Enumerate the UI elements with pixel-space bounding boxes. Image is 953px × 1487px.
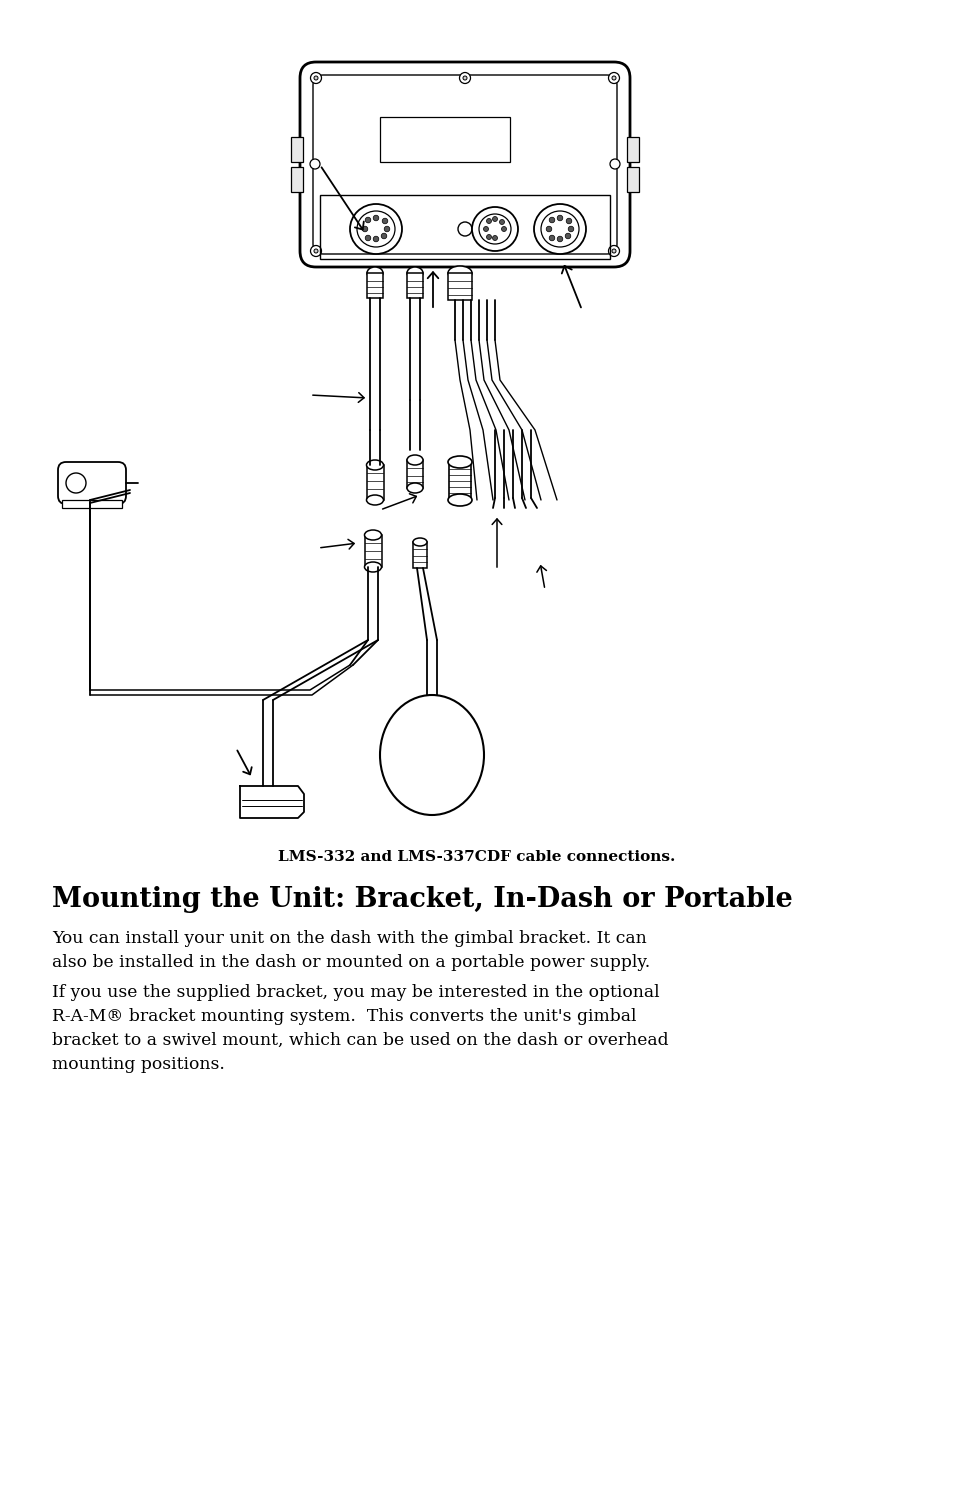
Circle shape <box>382 219 387 225</box>
Circle shape <box>549 235 555 241</box>
Circle shape <box>568 226 573 232</box>
FancyBboxPatch shape <box>58 462 126 504</box>
Ellipse shape <box>379 694 483 815</box>
Ellipse shape <box>407 268 422 280</box>
Bar <box>379 117 510 162</box>
Circle shape <box>365 235 371 241</box>
Circle shape <box>384 226 390 232</box>
Bar <box>407 274 422 297</box>
Bar <box>62 500 122 509</box>
Circle shape <box>314 248 317 253</box>
Ellipse shape <box>366 495 383 506</box>
Text: R-A-M® bracket mounting system.  This converts the unit's gimbal: R-A-M® bracket mounting system. This con… <box>52 1008 636 1025</box>
Circle shape <box>66 473 86 494</box>
Circle shape <box>608 73 618 83</box>
Bar <box>319 195 609 259</box>
Circle shape <box>546 226 551 232</box>
Bar <box>626 137 639 162</box>
Bar <box>626 167 639 192</box>
Bar <box>367 465 384 500</box>
Circle shape <box>609 159 619 170</box>
Ellipse shape <box>472 207 517 251</box>
Circle shape <box>566 219 571 225</box>
Circle shape <box>362 226 368 232</box>
Circle shape <box>314 76 317 80</box>
Text: also be installed in the dash or mounted on a portable power supply.: also be installed in the dash or mounted… <box>52 955 650 971</box>
Ellipse shape <box>413 538 427 546</box>
Circle shape <box>457 222 472 236</box>
Circle shape <box>462 76 467 80</box>
Circle shape <box>310 245 321 256</box>
Circle shape <box>549 217 555 223</box>
Circle shape <box>459 73 470 83</box>
Ellipse shape <box>366 459 383 470</box>
Bar <box>291 167 303 192</box>
Text: Mounting the Unit: Bracket, In-Dash or Portable: Mounting the Unit: Bracket, In-Dash or P… <box>52 886 792 913</box>
Circle shape <box>310 73 321 83</box>
Ellipse shape <box>407 483 422 494</box>
Circle shape <box>483 226 488 232</box>
Circle shape <box>612 248 616 253</box>
FancyBboxPatch shape <box>299 62 629 268</box>
Ellipse shape <box>448 266 472 280</box>
Bar <box>413 541 427 568</box>
Ellipse shape <box>448 494 472 506</box>
Ellipse shape <box>364 562 381 572</box>
Circle shape <box>612 76 616 80</box>
Bar <box>448 274 472 300</box>
Circle shape <box>492 217 497 222</box>
Polygon shape <box>240 787 304 818</box>
Text: LMS-332 and LMS-337CDF cable connections.: LMS-332 and LMS-337CDF cable connections… <box>278 851 675 864</box>
Circle shape <box>557 216 562 220</box>
Circle shape <box>608 245 618 256</box>
Ellipse shape <box>448 457 472 468</box>
Ellipse shape <box>367 268 382 280</box>
Text: mounting positions.: mounting positions. <box>52 1056 225 1074</box>
Text: If you use the supplied bracket, you may be interested in the optional: If you use the supplied bracket, you may… <box>52 984 659 1001</box>
Circle shape <box>274 787 285 797</box>
Circle shape <box>501 226 506 232</box>
Circle shape <box>557 236 562 242</box>
Circle shape <box>373 236 378 242</box>
Bar <box>449 462 471 500</box>
Circle shape <box>373 216 378 220</box>
Bar <box>365 535 381 567</box>
Circle shape <box>492 235 497 241</box>
Circle shape <box>365 217 371 223</box>
Bar <box>291 137 303 162</box>
Circle shape <box>381 233 386 239</box>
Ellipse shape <box>534 204 585 254</box>
Circle shape <box>310 159 319 170</box>
Circle shape <box>499 220 504 225</box>
Circle shape <box>486 219 491 223</box>
Text: You can install your unit on the dash with the gimbal bracket. It can: You can install your unit on the dash wi… <box>52 929 646 947</box>
Bar <box>367 274 382 297</box>
Circle shape <box>564 233 570 239</box>
Text: bracket to a swivel mount, which can be used on the dash or overhead: bracket to a swivel mount, which can be … <box>52 1032 668 1048</box>
Ellipse shape <box>364 529 381 540</box>
Bar <box>407 459 422 488</box>
Ellipse shape <box>350 204 401 254</box>
Circle shape <box>486 235 491 239</box>
Ellipse shape <box>407 455 422 465</box>
